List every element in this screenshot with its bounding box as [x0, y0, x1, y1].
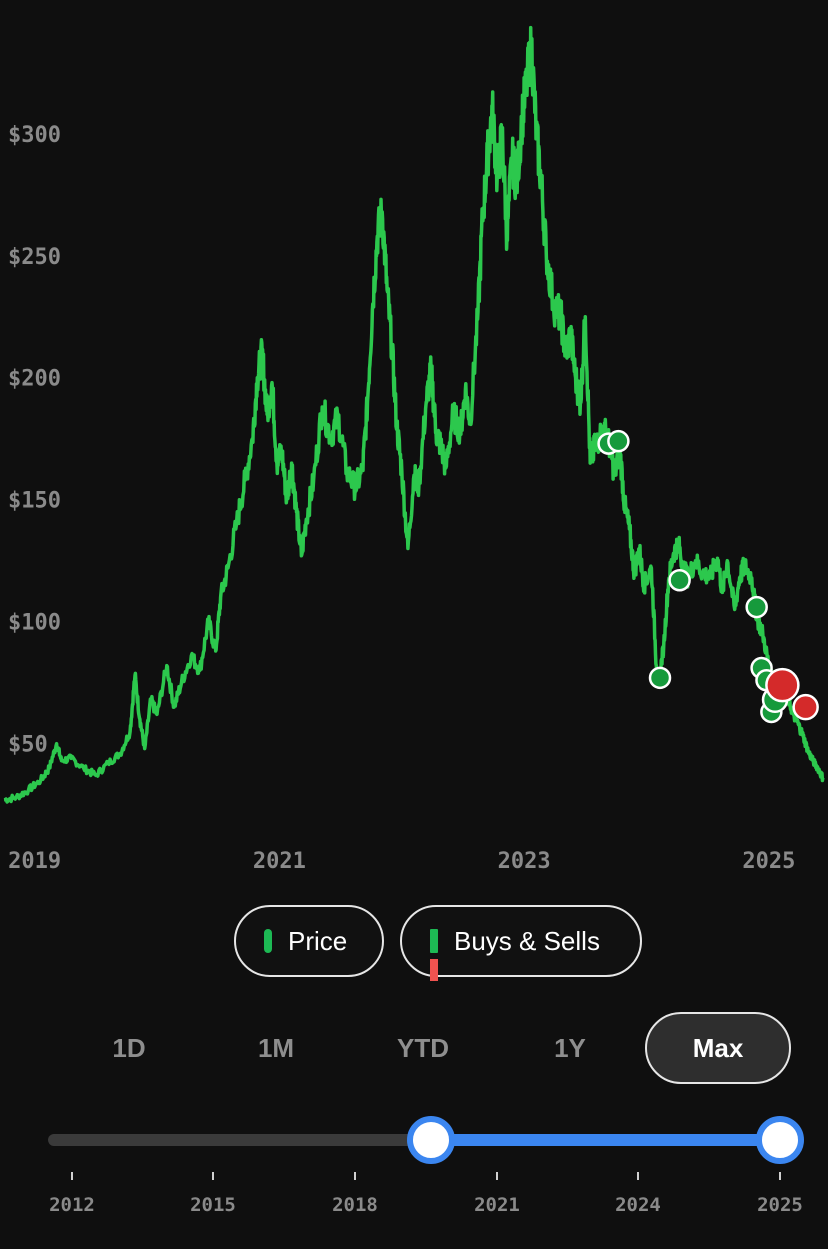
price-legend-swatch [264, 929, 272, 953]
y-tick-label: $50 [8, 733, 48, 758]
buy-marker[interactable] [648, 666, 672, 690]
x-tick-label: 2023 [498, 849, 551, 874]
y-tick-label: $200 [8, 367, 61, 392]
tab-1m[interactable]: 1M [257, 1032, 295, 1063]
price-toggle-button[interactable]: Price [234, 905, 384, 977]
slider-tick-label: 2021 [474, 1194, 520, 1216]
y-tick-label: $150 [8, 489, 61, 514]
slider-end-handle[interactable] [756, 1116, 804, 1164]
slider-ticks: 2012 2015 2018 2021 2024 2025 [49, 1172, 803, 1216]
price-chart[interactable]: $300 $250 $200 $150 $100 $50 2019 2021 2023 2025 [0, 0, 828, 880]
tab-1d[interactable]: 1D [112, 1032, 146, 1063]
price-toggle-label: Price [288, 925, 348, 956]
date-range-slider[interactable]: 2012 2015 2018 2021 2024 2025 [0, 1100, 828, 1230]
slider-tick-label: 2012 [49, 1194, 95, 1216]
price-line [3, 25, 825, 804]
x-tick-label: 2021 [253, 849, 306, 874]
buy-swatch [430, 929, 438, 953]
tab-ytd[interactable]: YTD [397, 1032, 449, 1063]
y-tick-label: $100 [8, 611, 61, 636]
x-axis-labels: 2019 2021 2023 2025 [8, 849, 795, 874]
buys-sells-toggle-button[interactable]: Buys & Sells [400, 905, 642, 981]
sell-marker[interactable] [765, 667, 800, 703]
y-tick-label: $300 [8, 123, 61, 148]
trade-markers[interactable] [597, 429, 819, 724]
slider-start-handle[interactable] [407, 1116, 455, 1164]
buys-sells-legend-swatch [430, 929, 438, 981]
y-tick-label: $250 [8, 245, 61, 270]
slider-tick-label: 2025 [757, 1194, 803, 1216]
slider-tick-label: 2018 [332, 1194, 378, 1216]
slider-tick-label: 2024 [615, 1194, 661, 1216]
tab-max[interactable]: Max [645, 1012, 791, 1084]
x-tick-label: 2025 [742, 849, 795, 874]
slider-tick-label: 2015 [190, 1194, 236, 1216]
buys-sells-toggle-label: Buys & Sells [454, 925, 600, 956]
y-axis-labels: $300 $250 $200 $150 $100 $50 [8, 123, 61, 758]
price-line-group [3, 25, 825, 804]
tab-1y[interactable]: 1Y [554, 1032, 586, 1063]
buy-marker[interactable] [668, 568, 691, 592]
buy-marker[interactable] [745, 595, 768, 619]
x-tick-label: 2019 [8, 849, 61, 874]
sell-swatch [430, 959, 438, 981]
sell-marker[interactable] [792, 693, 819, 721]
buy-marker[interactable] [607, 429, 630, 453]
